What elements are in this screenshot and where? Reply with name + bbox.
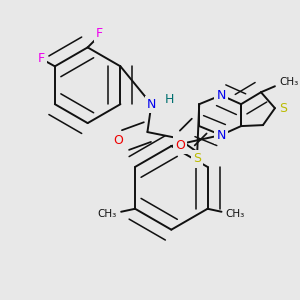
- Text: N: N: [216, 129, 226, 142]
- Text: N: N: [147, 98, 156, 111]
- Text: O: O: [176, 139, 185, 152]
- Text: F: F: [96, 27, 103, 40]
- Text: S: S: [193, 152, 201, 166]
- Text: F: F: [38, 52, 44, 65]
- Text: N: N: [216, 89, 226, 102]
- Text: CH₃: CH₃: [98, 209, 117, 219]
- Text: O: O: [114, 134, 124, 146]
- Text: CH₃: CH₃: [226, 209, 245, 219]
- Text: CH₃: CH₃: [279, 77, 298, 87]
- Text: H: H: [165, 93, 174, 106]
- Text: S: S: [279, 102, 287, 115]
